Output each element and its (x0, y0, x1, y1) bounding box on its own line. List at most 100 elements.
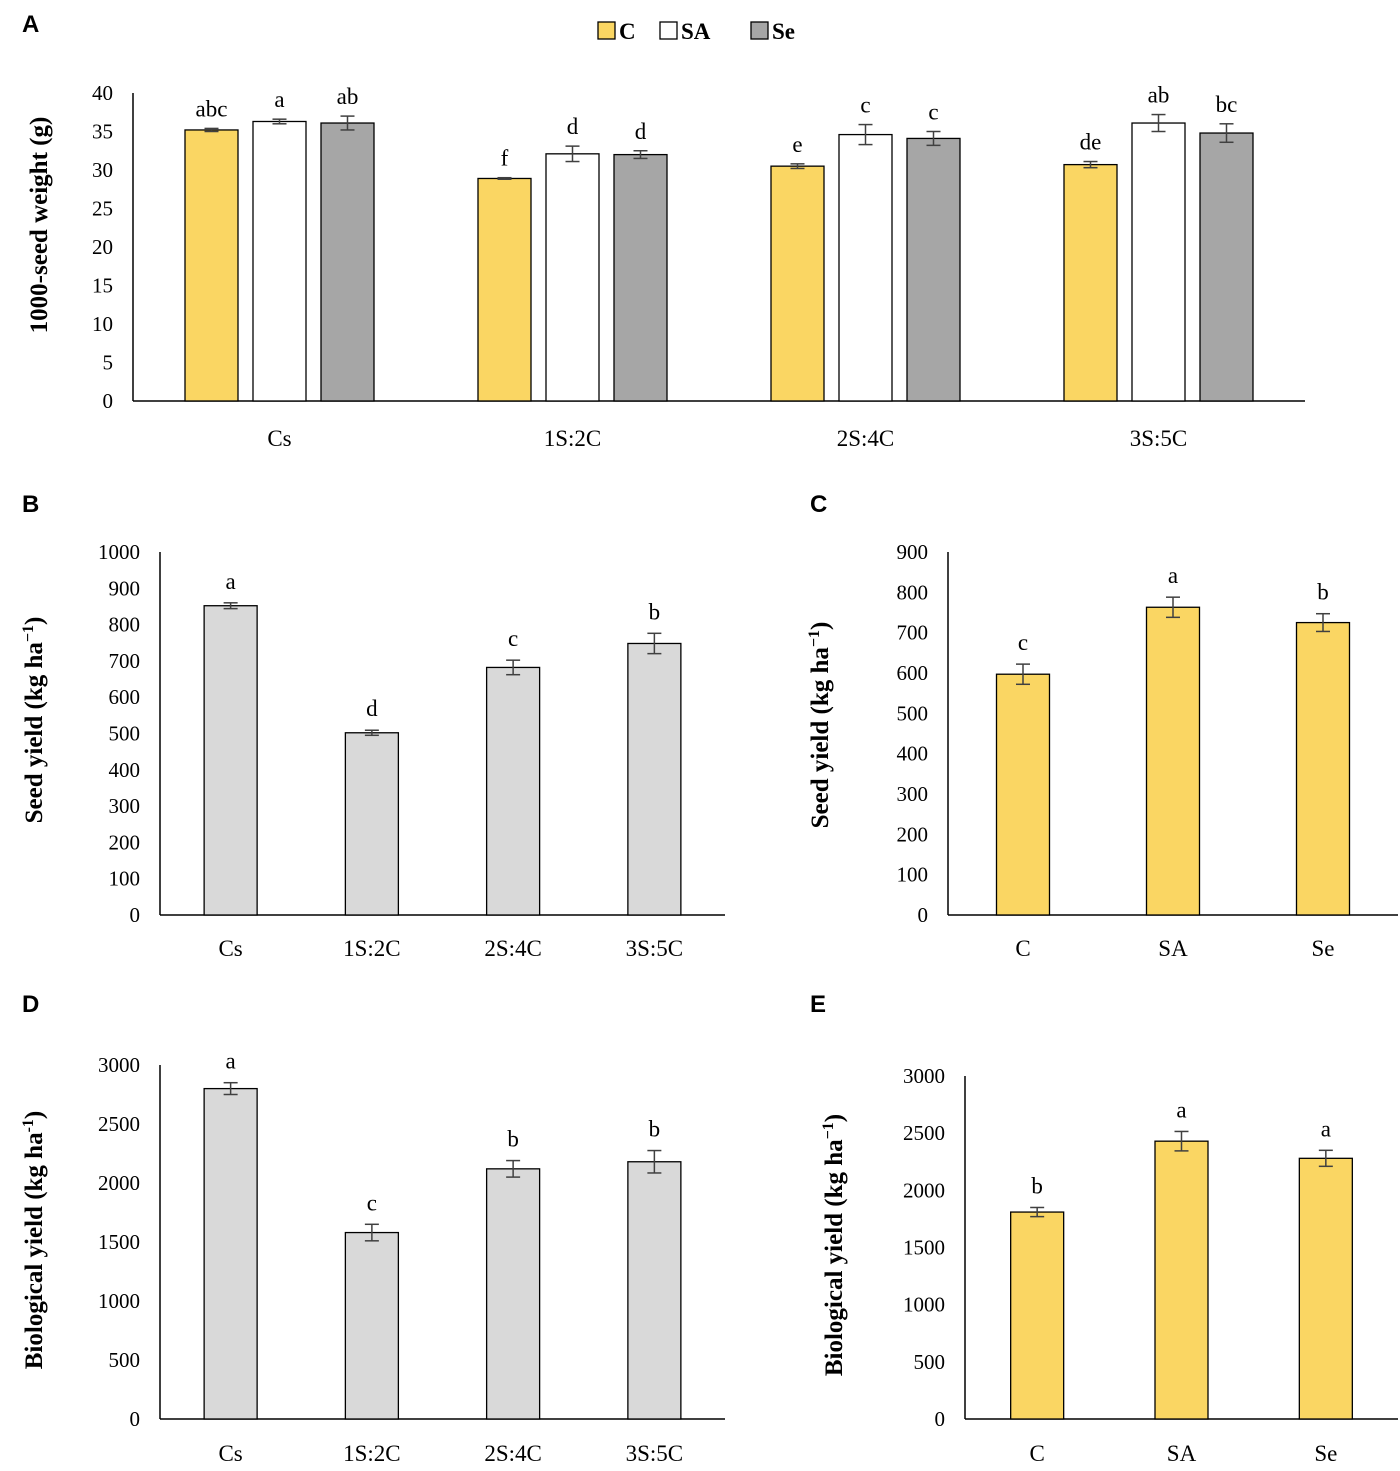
x-category-label: SA (1167, 1441, 1197, 1466)
error-bar (364, 729, 379, 737)
significance-letter: c (928, 100, 938, 125)
error-bar (497, 176, 512, 180)
y-tick-label: 30 (92, 158, 113, 182)
y-tick-label: 100 (109, 867, 141, 891)
bar-se (906, 137, 961, 402)
y-tick-label: 3000 (98, 1053, 140, 1077)
significance-letter: c (367, 1190, 377, 1215)
x-category-label: Cs (218, 936, 242, 961)
y-tick-label: 200 (109, 830, 141, 854)
legend-label-se: Se (772, 19, 795, 44)
bar-sa (545, 153, 600, 402)
y-tick-label: 700 (109, 649, 141, 673)
error-bar (565, 145, 580, 163)
x-category-label: 1S:2C (343, 1441, 401, 1466)
significance-letter: c (1018, 630, 1028, 655)
y-tick-label: 1000 (903, 1293, 945, 1317)
y-tick-label: 500 (914, 1350, 946, 1374)
bar-biological-yield (1010, 1211, 1065, 1420)
panel-letter-a: A (22, 11, 39, 38)
y-axis-title-main: Biological yield (kg ha (21, 1132, 48, 1369)
y-tick-label: 3000 (903, 1064, 945, 1088)
bar-biological-yield (485, 1168, 541, 1420)
y-tick-label: 900 (897, 540, 929, 564)
y-tick-label: 1000 (98, 540, 140, 564)
bar-seed-yield (627, 642, 682, 916)
y-tick-label: 15 (92, 274, 113, 298)
y-tick-label: 400 (109, 758, 141, 782)
error-bar (1219, 123, 1234, 144)
significance-letter: d (366, 696, 378, 721)
bar-sa (1131, 122, 1186, 402)
legend-swatch-c (597, 21, 616, 40)
y-tick-label: 0 (103, 389, 114, 413)
bar-seed-yield (1295, 621, 1351, 916)
x-category-label: C (1029, 1441, 1044, 1466)
y-tick-label: 0 (130, 1407, 141, 1431)
error-bar (272, 118, 287, 125)
legend-swatch-se (750, 21, 769, 40)
x-category-label: Cs (218, 1441, 242, 1466)
bar-seed-yield (1145, 606, 1201, 916)
panel-d: D 0 500 1000 1500 2000 2500 3000 Biological yiel… (20, 991, 725, 1466)
bar-se (613, 153, 668, 402)
significance-letter: b (1317, 580, 1329, 605)
y-tick-label: 2000 (98, 1171, 140, 1195)
legend-swatch-sa (659, 21, 678, 40)
error-bar (1151, 113, 1166, 133)
panel-letter-b: B (22, 491, 39, 518)
y-tick-label: 600 (897, 661, 929, 685)
y-axis-title-main: Seed yield (kg ha (21, 642, 48, 824)
bar-biological-yield (344, 1231, 400, 1420)
y-tick-label: 500 (109, 722, 141, 746)
error-bar (926, 130, 941, 147)
significance-letter: bc (1216, 92, 1238, 117)
y-tick-label: 100 (897, 863, 929, 887)
y-tick-label: 600 (109, 685, 141, 709)
significance-letter: b (507, 1127, 519, 1152)
y-tick-label: 300 (109, 794, 141, 818)
y-tick-label: 1500 (98, 1230, 140, 1254)
legend-label-sa: SA (681, 19, 711, 44)
y-axis-title-sup: -1 (20, 1119, 37, 1132)
y-axis-title: Biological yield (kg ha-1) (20, 1111, 48, 1370)
error-bar (364, 1223, 379, 1242)
y-tick-label: 35 (92, 120, 113, 144)
y-tick-label: 500 (897, 701, 929, 725)
y-tick-label: 2500 (903, 1121, 945, 1145)
significance-letter: c (508, 626, 518, 651)
bar-se (320, 122, 375, 402)
significance-letter: d (567, 114, 579, 139)
panel-b: B 0 100 200 300 400 500 600 700 800 900 1000 Seed yi… (20, 491, 725, 961)
significance-letter: ab (337, 84, 359, 109)
bar-seed-yield (995, 673, 1051, 916)
x-category-label: 1S:2C (343, 936, 401, 961)
x-category-label: SA (1158, 936, 1188, 961)
significance-letter: e (792, 132, 802, 157)
x-category-label: Cs (267, 426, 291, 451)
figure-panels: A 0 5 10 15 20 25 30 35 40 1000-seed weight (g) Cs a… (20, 11, 1398, 1466)
y-tick-label: 900 (109, 576, 141, 600)
bar-seed-yield (344, 732, 400, 916)
y-axis-title: 1000-seed weight (g) (26, 117, 53, 334)
y-tick-label: 300 (897, 782, 929, 806)
error-bar (1318, 1149, 1333, 1168)
error-bar (633, 150, 648, 160)
error-bar (1174, 1130, 1189, 1152)
y-axis-title-main: 1000-seed weight (g) (26, 117, 53, 334)
legend: C SA Se (597, 19, 795, 44)
significance-letter: b (649, 599, 661, 624)
y-axis-title: Biological yield (kg ha−1) (820, 1114, 848, 1376)
x-category-label: 2S:4C (484, 1441, 542, 1466)
y-tick-label: 200 (897, 822, 929, 846)
bar-se (1199, 132, 1254, 402)
x-category-label: 1S:2C (544, 426, 602, 451)
error-bar (1016, 663, 1030, 686)
significance-letter: a (274, 87, 284, 112)
error-bar (1083, 160, 1098, 169)
bar-biological-yield (627, 1161, 682, 1420)
y-axis-title-end: ) (807, 622, 834, 630)
significance-letter: c (860, 93, 870, 118)
y-tick-label: 500 (109, 1348, 141, 1372)
error-bar (790, 163, 805, 170)
